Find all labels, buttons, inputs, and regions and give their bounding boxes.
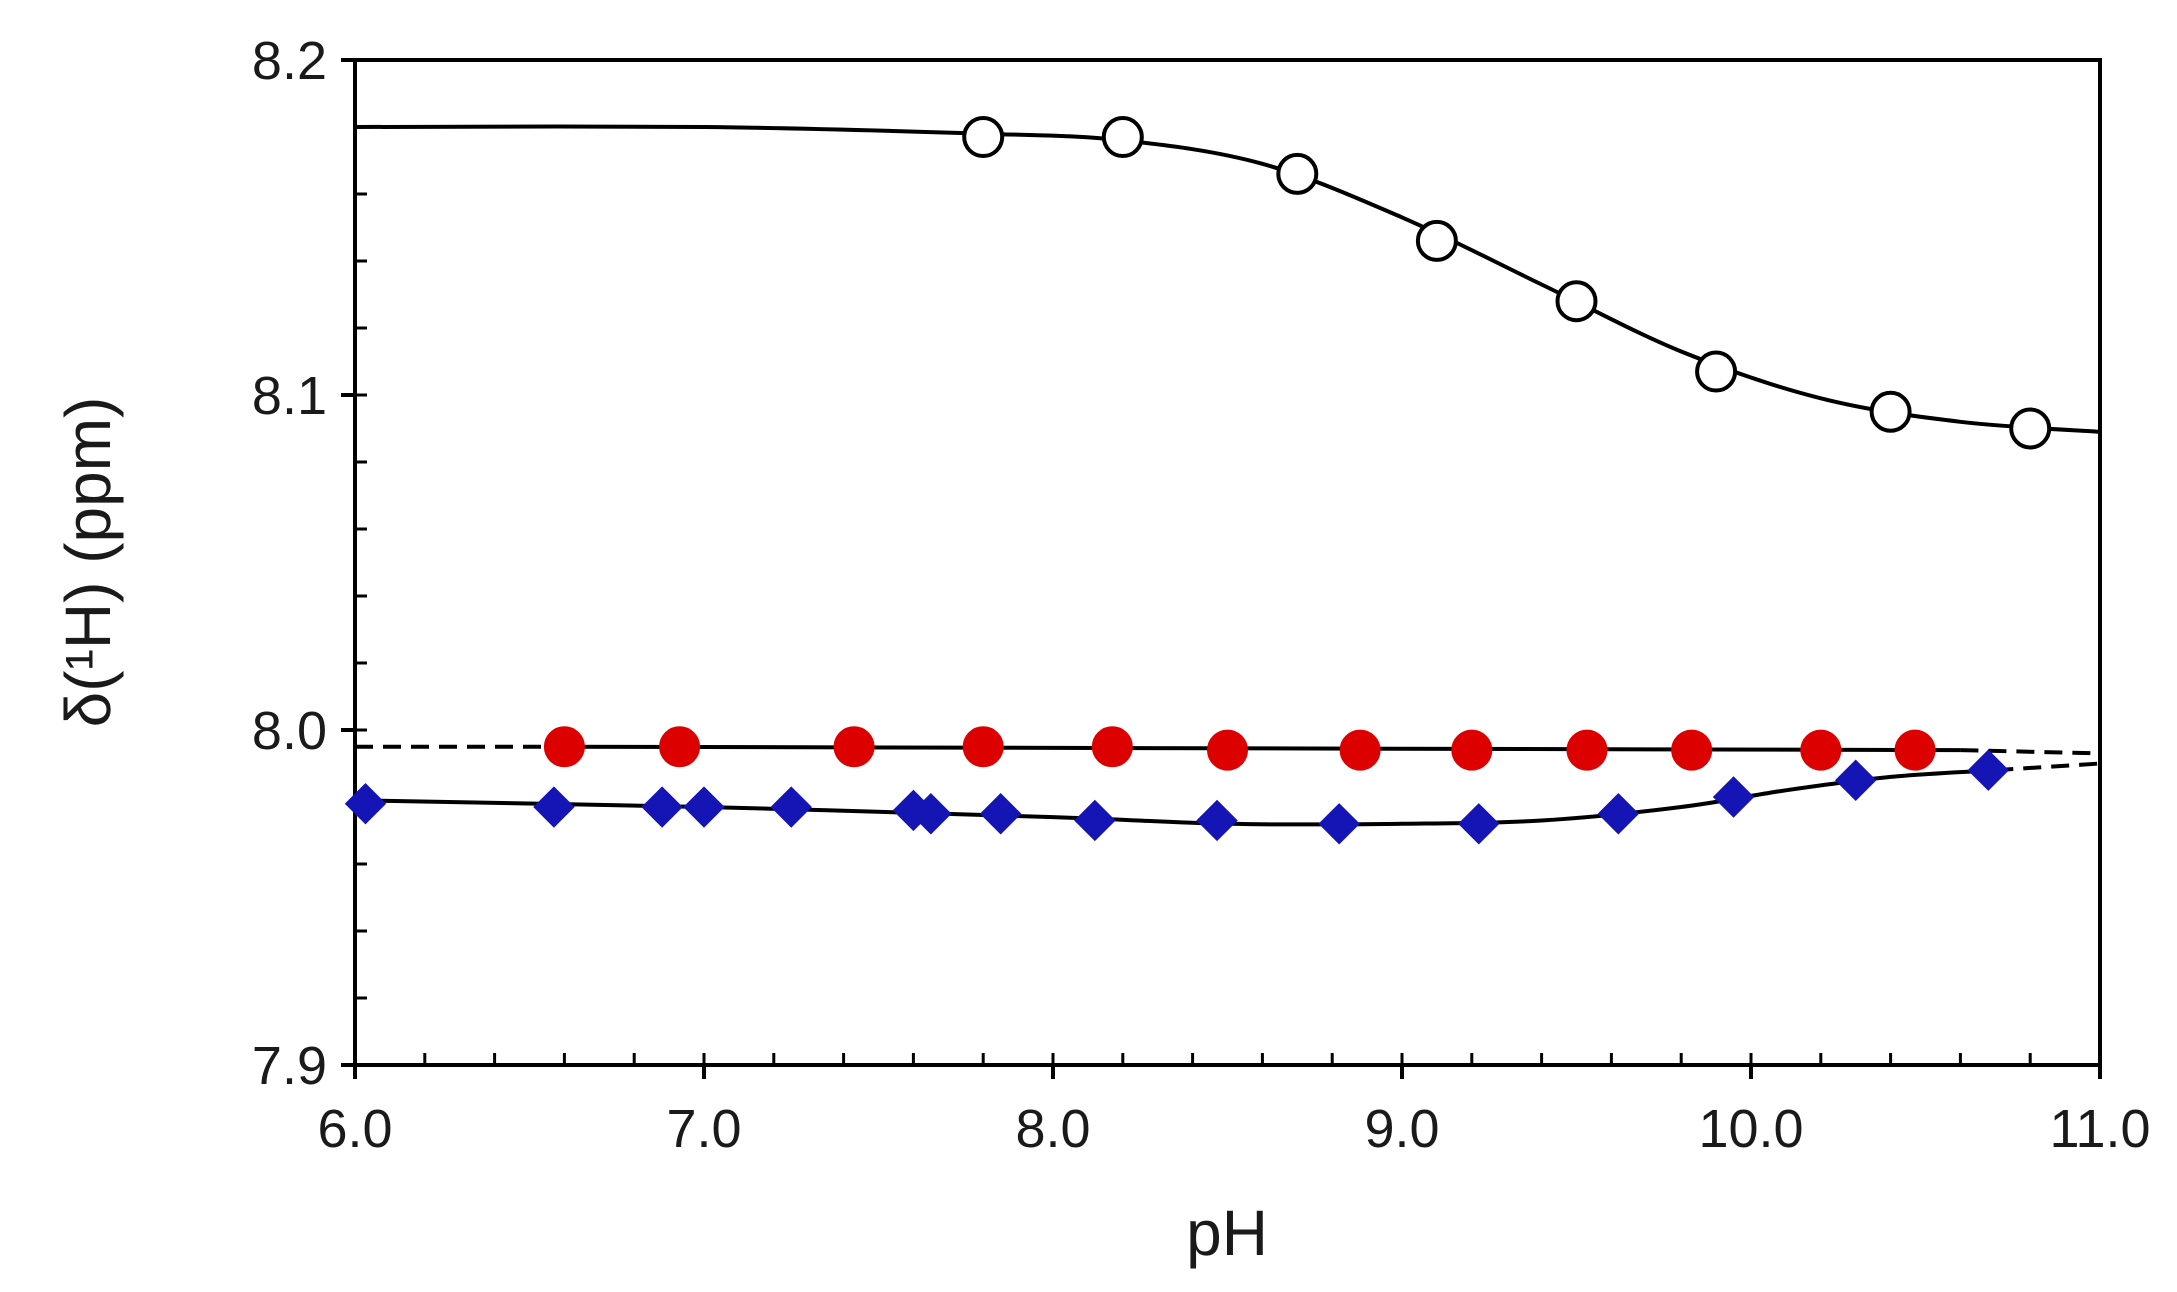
open-circle-point	[962, 116, 1005, 159]
x-tick-label: 7.0	[666, 1099, 741, 1159]
blue-diamond-point	[770, 786, 812, 828]
y-tick-label: 8.2	[252, 31, 327, 91]
fit-curve-2	[354, 768, 1996, 827]
x-tick-label: 6.0	[317, 1099, 392, 1159]
open-circle-point	[1869, 390, 1912, 433]
red-circle-point	[659, 726, 701, 768]
y-tick-label: 8.0	[252, 701, 327, 761]
blue-diamond-point	[641, 786, 683, 828]
blue-diamond-point	[910, 793, 952, 835]
red-circle-point	[543, 726, 585, 768]
x-tick-label: 8.0	[1015, 1099, 1090, 1159]
x-tick-label: 10.0	[1698, 1099, 1803, 1159]
blue-diamond-point	[533, 786, 575, 828]
blue-diamond-point	[1967, 749, 2010, 791]
open-circle-point	[2009, 407, 2052, 450]
y-tick-label: 8.1	[252, 366, 327, 426]
blue-diamond-point	[683, 786, 725, 828]
minor-ticks	[355, 125, 2032, 1065]
major-ticks	[341, 58, 2102, 1079]
red-circle-point	[833, 726, 875, 768]
blue-diamond-point	[1458, 803, 1500, 845]
y-axis-title: δ(¹H) (ppm)	[52, 397, 124, 728]
fit-curves	[354, 124, 2101, 827]
blue-diamond-point	[979, 793, 1022, 835]
red-circle-point	[962, 726, 1004, 768]
y-tick-labels: 7.9 8.0 8.1 8.2	[252, 31, 327, 1096]
dashed-extrapolation	[1960, 748, 2101, 756]
blue-diamond-point	[1834, 759, 1877, 801]
open-circle-point	[1415, 219, 1458, 262]
red-circle-point	[1339, 729, 1381, 771]
open-circle-point	[1101, 116, 1144, 159]
data-markers	[344, 116, 2052, 845]
x-tick-labels: 6.0 7.0 8.0 9.0 10.0 11.0	[317, 1099, 2150, 1159]
blue-diamond-point	[1196, 799, 1238, 842]
red-circle-point	[1671, 729, 1713, 771]
fit-curve-0	[354, 124, 2101, 434]
fit-curve-1	[564, 744, 1961, 753]
red-circle-point	[1894, 729, 1936, 771]
open-circle-point	[1555, 280, 1598, 323]
open-circle-point	[1276, 152, 1319, 195]
blue-diamond-point	[1712, 776, 1755, 818]
x-axis-title: pH	[1186, 1197, 1268, 1269]
x-tick-label: 11.0	[2049, 1099, 2150, 1159]
red-circle-point	[1207, 729, 1248, 771]
dashed-extrapolation	[1995, 761, 2101, 773]
red-circle-point	[1566, 729, 1608, 771]
blue-diamond-point	[344, 782, 387, 825]
blue-diamond-point	[1074, 799, 1116, 842]
plot-frame	[353, 58, 2102, 1067]
x-tick-label: 9.0	[1364, 1099, 1439, 1159]
red-circle-point	[1800, 729, 1842, 771]
red-circle-point	[1451, 729, 1493, 771]
open-circle-point	[1695, 350, 1738, 393]
y-tick-label: 7.9	[252, 1036, 327, 1096]
blue-diamond-point	[1318, 803, 1360, 845]
red-circle-point	[1091, 726, 1133, 768]
blue-diamond-point	[1597, 793, 1640, 835]
